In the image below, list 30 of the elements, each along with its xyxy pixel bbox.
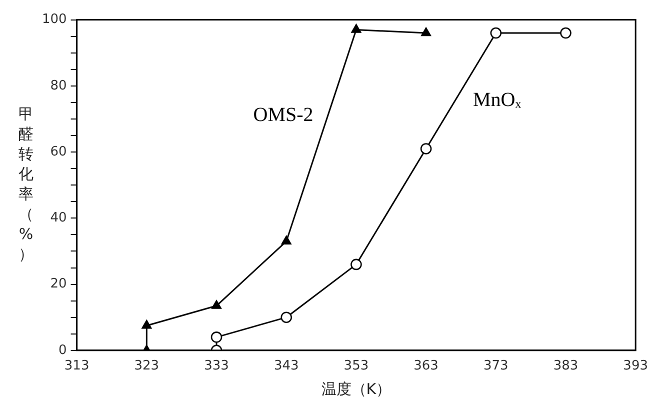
x-tick-label: 313	[64, 358, 90, 374]
y-tick-label: 0	[58, 342, 67, 358]
y-tick-label: 100	[42, 12, 67, 28]
point	[280, 312, 292, 323]
x-tick-label: 353	[344, 358, 369, 374]
point	[351, 24, 362, 33]
x-tick-label: 343	[274, 358, 299, 374]
x-tick-label: 373	[483, 358, 508, 374]
series-label: MnOₓ	[472, 89, 522, 112]
point	[420, 143, 432, 154]
y-tick-label: 40	[50, 210, 67, 226]
point	[421, 27, 432, 36]
x-axis-title: 温度（K）	[321, 380, 392, 398]
x-tick-label: 393	[623, 358, 648, 374]
x-tick-label: 323	[134, 358, 160, 374]
y-tick-label: 60	[50, 144, 67, 160]
y-tick-label: 80	[50, 78, 67, 94]
y-tick-label: 20	[50, 276, 67, 292]
series-label: OMS-2	[253, 104, 314, 126]
point	[560, 27, 572, 39]
point	[212, 300, 222, 309]
x-tick-label: 383	[553, 358, 578, 374]
x-tick-label: 333	[204, 358, 229, 374]
point	[281, 236, 292, 244]
point	[350, 258, 362, 270]
point	[490, 27, 502, 39]
point	[142, 320, 152, 329]
x-tick-label: 363	[414, 358, 438, 374]
y-axis-title: 甲醛转化率（%）	[18, 104, 34, 263]
point	[210, 332, 222, 343]
